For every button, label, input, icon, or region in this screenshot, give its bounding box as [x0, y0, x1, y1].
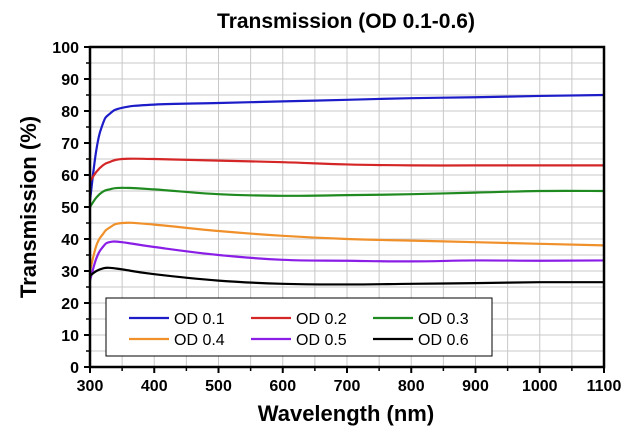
series-line-od-0-4 — [88, 221, 605, 272]
x-tick-label: 1000 — [522, 378, 558, 395]
legend-box — [105, 297, 493, 357]
ticks: 0 10 20 30 40 50 60 70 80 90 100 300 400 500 600 700 800… — [52, 40, 621, 395]
y-tick-label: 40 — [61, 232, 79, 249]
y-tick-label: 60 — [61, 168, 79, 185]
x-tick-label: 500 — [205, 378, 232, 395]
y-tick-label: 30 — [61, 264, 79, 281]
x-tick-label: 400 — [141, 378, 168, 395]
x-axis-label: Wavelength (nm) — [258, 401, 434, 426]
y-tick-label: 90 — [61, 72, 79, 89]
series-lines — [88, 93, 605, 286]
legend-label: OD 0.3 — [418, 311, 469, 328]
legend-label: OD 0.4 — [174, 332, 225, 349]
y-axis-label: Transmission (%) — [16, 116, 41, 298]
y-tick-label: 70 — [61, 136, 79, 153]
series-line-od-0-1 — [88, 93, 605, 201]
y-tick-label: 50 — [61, 200, 79, 217]
y-tick-label: 0 — [70, 360, 79, 377]
series-line-od-0-6 — [89, 266, 605, 286]
series-line-od-0-3 — [89, 186, 605, 208]
legend-label: OD 0.6 — [418, 332, 469, 349]
x-tick-label: 700 — [334, 378, 361, 395]
legend-label: OD 0.5 — [296, 332, 347, 349]
x-tick-label: 800 — [398, 378, 425, 395]
x-tick-label: 600 — [269, 378, 296, 395]
legend: OD 0.1 OD 0.2 OD 0.3 OD 0.4 OD 0.5 OD 0.6 — [105, 297, 493, 357]
y-tick-label: 80 — [61, 104, 79, 121]
y-tick-label: 100 — [52, 40, 79, 57]
x-tick-label: 300 — [77, 378, 104, 395]
y-tick-label: 10 — [61, 328, 79, 345]
legend-label: OD 0.2 — [296, 311, 347, 328]
chart-title: Transmission (OD 0.1-0.6) — [217, 10, 475, 33]
y-tick-label: 20 — [61, 296, 79, 313]
legend-label: OD 0.1 — [174, 311, 225, 328]
series-line-od-0-5 — [88, 240, 605, 281]
x-tick-label: 900 — [462, 378, 489, 395]
series-line-od-0-2 — [89, 157, 604, 183]
x-tick-label: 1100 — [587, 378, 622, 395]
